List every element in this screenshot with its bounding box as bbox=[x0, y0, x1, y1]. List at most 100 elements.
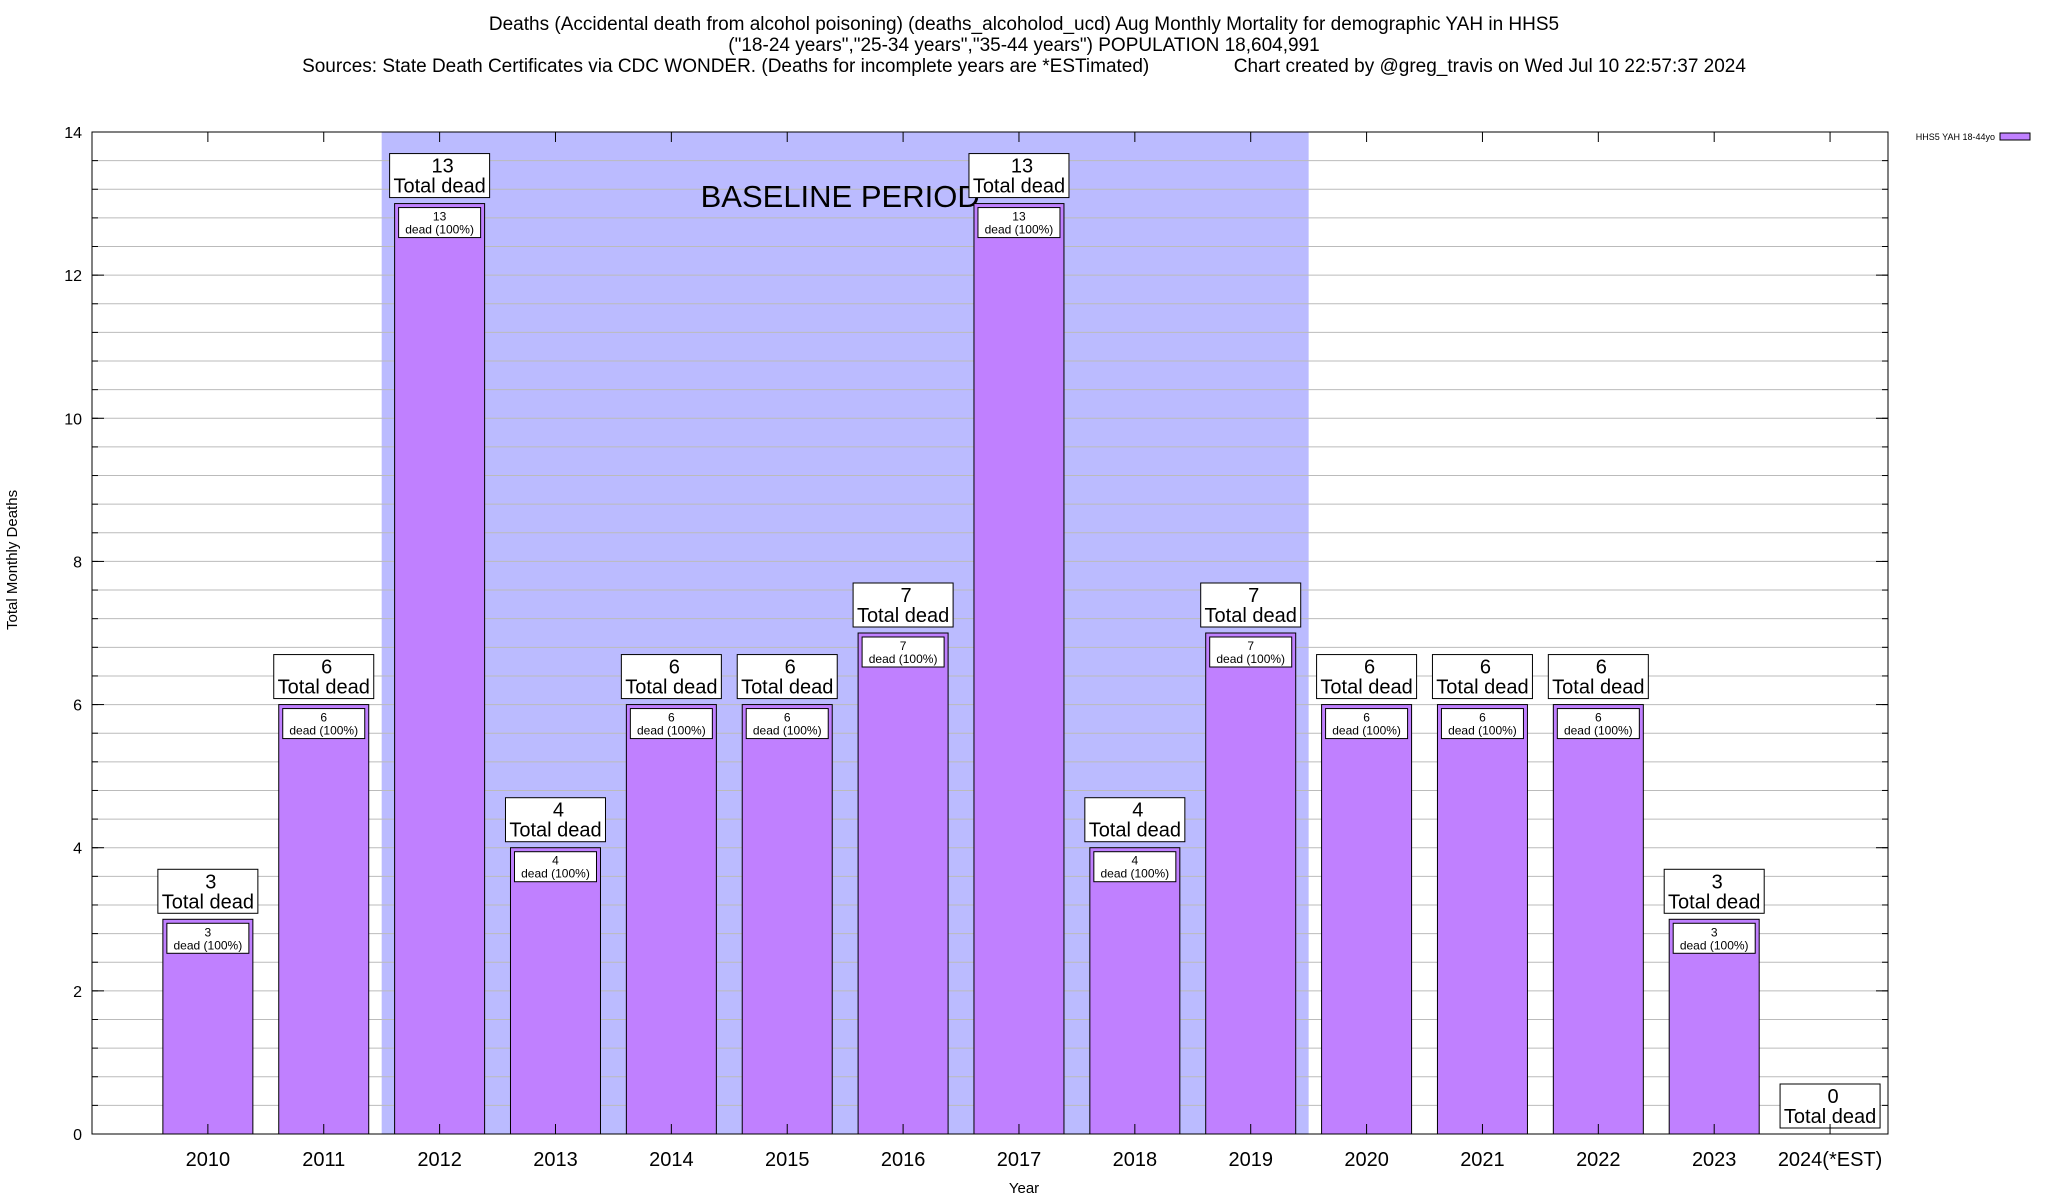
bar-total-label-box bbox=[1547, 654, 1649, 700]
bar-inner-value: 6 bbox=[1363, 711, 1370, 725]
bar bbox=[1205, 632, 1297, 1135]
bar-inner-label-box bbox=[745, 708, 829, 740]
bar-total-value: 0 bbox=[1828, 1086, 1839, 1108]
bar-total-label: Total dead bbox=[1205, 605, 1297, 627]
bar-inner-percent: dead (100%) bbox=[753, 724, 822, 738]
bar-inner-value: 6 bbox=[1479, 711, 1486, 725]
y-tick-label: 12 bbox=[64, 268, 82, 285]
bar-inner-value: 4 bbox=[552, 854, 559, 868]
bar-total-label-box bbox=[157, 868, 259, 914]
bar-inner-label-box bbox=[1093, 851, 1177, 883]
legend-swatch bbox=[1999, 132, 2031, 141]
x-tick-label: 2020 bbox=[1344, 1149, 1389, 1171]
bar-inner-percent: dead (100%) bbox=[521, 867, 590, 881]
bar-total-label-box bbox=[968, 153, 1070, 199]
bar-inner-label-box bbox=[1672, 922, 1756, 954]
bar bbox=[509, 847, 601, 1135]
bar-inner-percent: dead (100%) bbox=[1680, 938, 1749, 952]
x-tick-label: 2019 bbox=[1228, 1149, 1273, 1171]
bar-total-label: Total dead bbox=[973, 176, 1065, 198]
bar bbox=[1668, 918, 1760, 1135]
bar-inner-label-box bbox=[1440, 708, 1524, 740]
chart-source-text: Sources: State Death Certificates via CD… bbox=[302, 56, 1150, 77]
bar-inner-percent: dead (100%) bbox=[1100, 867, 1169, 881]
bar-total-label: Total dead bbox=[741, 677, 833, 699]
x-tick-label: 2021 bbox=[1460, 1149, 1505, 1171]
bar-total-label: Total dead bbox=[1089, 820, 1181, 842]
bar-inner-percent: dead (100%) bbox=[637, 724, 706, 738]
bar-total-value: 3 bbox=[1712, 871, 1723, 893]
bar-total-label-box bbox=[389, 153, 491, 199]
bar-total-label: Total dead bbox=[1320, 677, 1412, 699]
bar-inner-label-box bbox=[282, 708, 366, 740]
bar-inner-value: 7 bbox=[1247, 639, 1254, 653]
bar-total-value: 7 bbox=[1248, 585, 1259, 607]
y-tick-label: 10 bbox=[64, 411, 82, 428]
baseline-period-label: BASELINE PERIOD bbox=[701, 179, 980, 214]
x-tick-label: 2015 bbox=[765, 1149, 810, 1171]
bar-total-value: 13 bbox=[1011, 156, 1033, 178]
bar-inner-value: 13 bbox=[433, 210, 447, 224]
bar-total-label: Total dead bbox=[1552, 677, 1644, 699]
x-tick-label: 2014 bbox=[649, 1149, 694, 1171]
bar-inner-value: 13 bbox=[1012, 210, 1026, 224]
chart-title-line-2: ("18-24 years","25-34 years","35-44 year… bbox=[728, 35, 1320, 56]
bar-inner-label-box bbox=[861, 636, 945, 668]
bar-inner-label-box bbox=[977, 207, 1061, 239]
chart-title-line-1: Deaths (Accidental death from alcohol po… bbox=[488, 14, 1560, 35]
bar bbox=[973, 203, 1065, 1135]
bar-total-label-box bbox=[1200, 582, 1302, 628]
bar-total-label-box bbox=[1663, 868, 1765, 914]
x-tick-label: 2016 bbox=[881, 1149, 926, 1171]
bar-inner-percent: dead (100%) bbox=[1448, 724, 1517, 738]
bar bbox=[1552, 704, 1644, 1135]
bar-total-value: 7 bbox=[901, 585, 912, 607]
bar-inner-percent: dead (100%) bbox=[405, 223, 474, 237]
bar bbox=[1436, 704, 1528, 1135]
bar bbox=[625, 704, 717, 1135]
bar-total-value: 6 bbox=[785, 657, 796, 679]
x-tick-label: 2011 bbox=[302, 1149, 345, 1171]
y-tick-label: 8 bbox=[73, 554, 82, 571]
bar bbox=[1089, 847, 1181, 1135]
bar-inner-percent: dead (100%) bbox=[1564, 724, 1633, 738]
bar-total-value: 6 bbox=[1364, 657, 1375, 679]
chart-title-block: Deaths (Accidental death from alcohol po… bbox=[0, 14, 2048, 77]
bar-total-label: Total dead bbox=[278, 677, 370, 699]
bar-total-value: 3 bbox=[205, 871, 216, 893]
bar-inner-label-box bbox=[398, 207, 482, 239]
bar-inner-value: 7 bbox=[900, 639, 907, 653]
bar-total-value: 4 bbox=[1132, 800, 1143, 822]
bar-total-label-box bbox=[852, 582, 954, 628]
bar-inner-value: 4 bbox=[1131, 854, 1138, 868]
bar bbox=[278, 704, 370, 1135]
bar-total-label-box bbox=[1316, 654, 1418, 700]
x-tick-label: 2024(*EST) bbox=[1778, 1149, 1883, 1171]
x-tick-label: 2010 bbox=[186, 1149, 231, 1171]
chart-source-line: Sources: State Death Certificates via CD… bbox=[0, 56, 2048, 77]
bar-inner-value: 6 bbox=[668, 711, 675, 725]
x-tick-label: 2018 bbox=[1113, 1149, 1158, 1171]
bar-inner-value: 3 bbox=[205, 925, 212, 939]
bar-total-label-box bbox=[736, 654, 838, 700]
y-axis-label: Total Monthly Deaths bbox=[4, 489, 21, 630]
bar-inner-value: 6 bbox=[784, 711, 791, 725]
bar bbox=[1321, 704, 1413, 1135]
bar-total-value: 6 bbox=[1480, 657, 1491, 679]
x-tick-label: 2023 bbox=[1692, 1149, 1737, 1171]
x-tick-label: 2013 bbox=[533, 1149, 578, 1171]
plot-border bbox=[91, 131, 1889, 1135]
x-axis-label: Year bbox=[1008, 1180, 1040, 1197]
bar-inner-value: 6 bbox=[1595, 711, 1602, 725]
bar-inner-value: 6 bbox=[320, 711, 327, 725]
bar-total-label: Total dead bbox=[1436, 677, 1528, 699]
bar-total-label: Total dead bbox=[162, 891, 254, 913]
bar-total-value: 6 bbox=[321, 657, 332, 679]
bar-inner-percent: dead (100%) bbox=[869, 652, 938, 666]
bar-total-label: Total dead bbox=[393, 176, 485, 198]
bar-inner-percent: dead (100%) bbox=[289, 724, 358, 738]
y-tick-label: 4 bbox=[73, 841, 82, 858]
chart-credit-text: Chart created by @greg_travis on Wed Jul… bbox=[1233, 56, 1746, 77]
y-tick-label: 0 bbox=[73, 1127, 82, 1144]
